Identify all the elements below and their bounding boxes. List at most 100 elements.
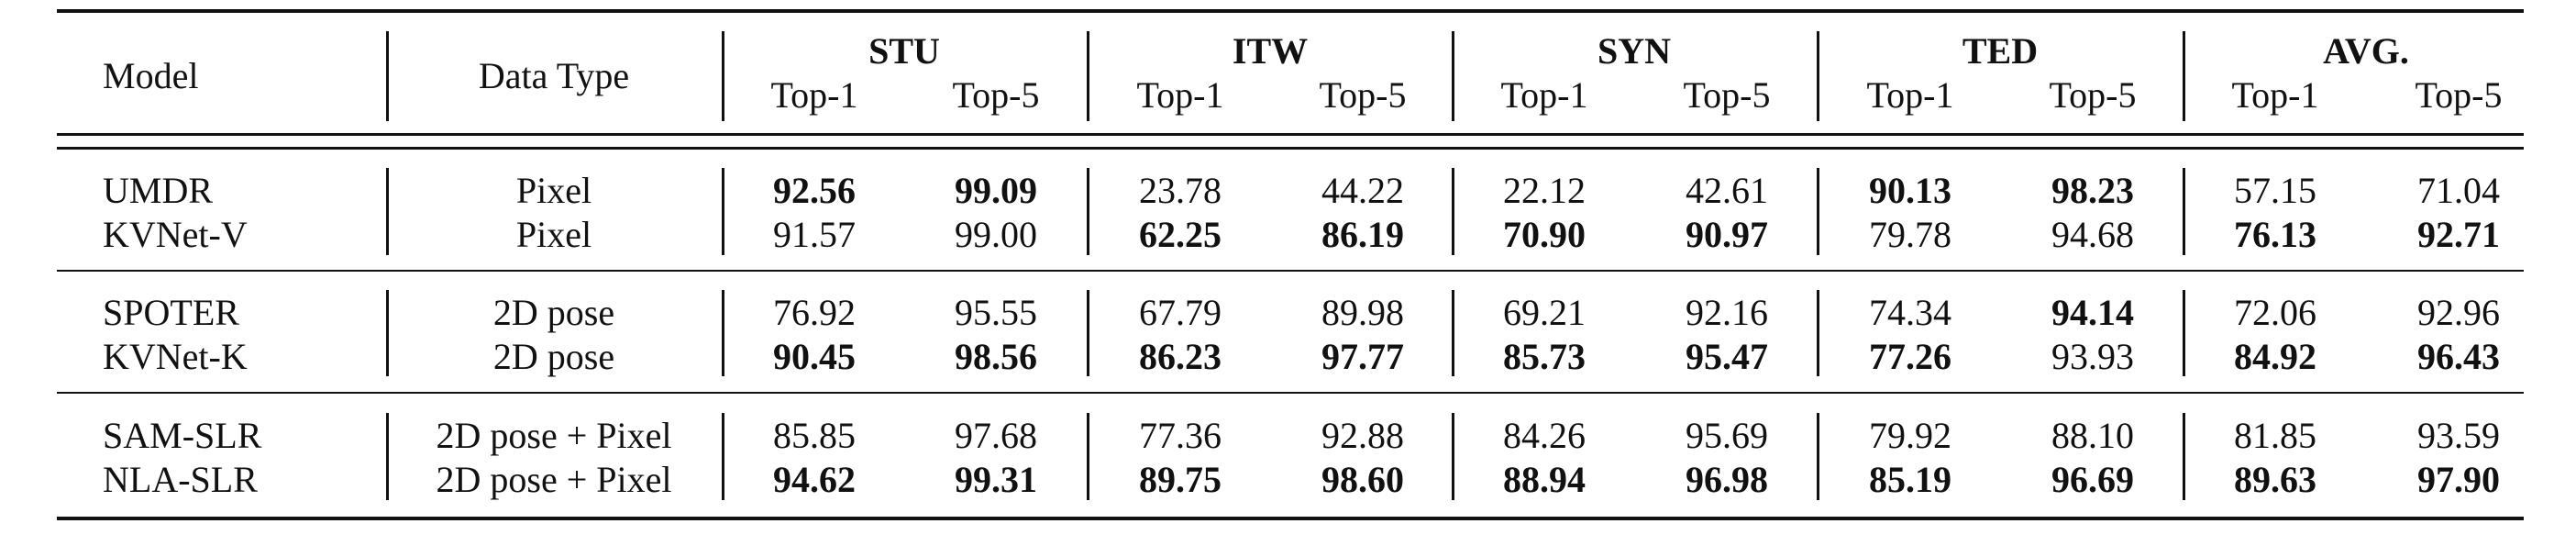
column-divider (386, 290, 389, 376)
score-cell: 76.13 (2234, 214, 2316, 255)
score-cell: 96.43 (2417, 336, 2500, 377)
score-cell: 90.45 (773, 336, 856, 377)
score-cell: 57.15 (2234, 170, 2316, 211)
model-name: NLA-SLR (103, 459, 258, 500)
header-group: AVG. (2323, 30, 2409, 72)
column-divider (1817, 168, 1819, 255)
score-cell: 95.47 (1686, 336, 1768, 377)
rule-bottom (57, 517, 2524, 520)
score-cell: 77.36 (1139, 415, 1222, 456)
header-top-5: Top-5 (1319, 74, 1407, 116)
column-divider (1452, 31, 1454, 121)
score-cell: 94.68 (2051, 214, 2134, 255)
score-cell: 74.34 (1869, 292, 1951, 333)
score-cell: 93.93 (2051, 336, 2134, 377)
score-cell: 67.79 (1139, 292, 1222, 333)
header-top-5: Top-5 (952, 74, 1040, 116)
score-cell: 92.16 (1686, 292, 1768, 333)
score-cell: 90.97 (1686, 214, 1768, 255)
rule-header-2 (57, 147, 2524, 150)
score-cell: 71.04 (2417, 170, 2500, 211)
column-divider (1087, 31, 1089, 121)
score-cell: 72.06 (2234, 292, 2316, 333)
column-divider (1087, 168, 1089, 255)
column-divider (722, 413, 724, 500)
score-cell: 84.26 (1503, 415, 1586, 456)
score-cell: 70.90 (1503, 214, 1586, 255)
score-cell: 84.92 (2234, 336, 2316, 377)
data-type: 2D pose (492, 336, 615, 377)
data-type: Pixel (515, 170, 592, 211)
score-cell: 99.00 (955, 214, 1037, 255)
column-divider (386, 31, 389, 121)
column-divider (2183, 290, 2185, 376)
model-name: KVNet-K (103, 336, 248, 377)
score-cell: 95.69 (1686, 415, 1768, 456)
column-divider (386, 168, 389, 255)
score-cell: 96.69 (2051, 459, 2134, 500)
header-top-1: Top-1 (1866, 74, 1954, 116)
column-divider (2183, 168, 2185, 255)
score-cell: 97.68 (955, 415, 1037, 456)
data-type: Pixel (515, 214, 592, 255)
score-cell: 97.90 (2417, 459, 2500, 500)
score-cell: 42.61 (1686, 170, 1768, 211)
score-cell: 98.23 (2051, 170, 2134, 211)
model-name: UMDR (103, 170, 214, 211)
header-top-5: Top-5 (2415, 74, 2503, 116)
header-top-5: Top-5 (1683, 74, 1771, 116)
column-divider (1087, 290, 1089, 376)
score-cell: 92.88 (1321, 415, 1404, 456)
score-cell: 77.26 (1869, 336, 1951, 377)
score-cell: 85.73 (1503, 336, 1586, 377)
score-cell: 23.78 (1139, 170, 1222, 211)
score-cell: 89.75 (1139, 459, 1222, 500)
rule-section-1 (57, 270, 2524, 272)
data-type: 2D pose + Pixel (436, 415, 672, 456)
column-divider (1817, 290, 1819, 376)
rule-header-1 (57, 133, 2524, 136)
header-model: Model (103, 55, 199, 96)
score-cell: 99.09 (955, 170, 1037, 211)
header-top-1: Top-1 (1136, 74, 1224, 116)
score-cell: 95.55 (955, 292, 1037, 333)
column-divider (2183, 31, 2185, 121)
score-cell: 92.56 (773, 170, 856, 211)
score-cell: 22.12 (1503, 170, 1586, 211)
score-cell: 79.92 (1869, 415, 1951, 456)
score-cell: 93.59 (2417, 415, 2500, 456)
score-cell: 69.21 (1503, 292, 1586, 333)
column-divider (1817, 413, 1819, 500)
header-data-type: Data Type (478, 55, 630, 96)
score-cell: 99.31 (955, 459, 1037, 500)
score-cell: 44.22 (1321, 170, 1404, 211)
column-divider (386, 413, 389, 500)
column-divider (722, 168, 724, 255)
score-cell: 81.85 (2234, 415, 2316, 456)
data-type: 2D pose + Pixel (436, 459, 672, 500)
score-cell: 88.10 (2051, 415, 2134, 456)
score-cell: 92.71 (2417, 214, 2500, 255)
score-cell: 85.19 (1869, 459, 1951, 500)
score-cell: 98.56 (955, 336, 1037, 377)
header-top-5: Top-5 (2049, 74, 2137, 116)
score-cell: 85.85 (773, 415, 856, 456)
score-cell: 94.62 (773, 459, 856, 500)
column-divider (2183, 413, 2185, 500)
column-divider (722, 31, 724, 121)
model-name: SPOTER (103, 292, 239, 333)
column-divider (1087, 413, 1089, 500)
score-cell: 79.78 (1869, 214, 1951, 255)
score-cell: 62.25 (1139, 214, 1222, 255)
model-name: KVNet-V (103, 214, 248, 255)
column-divider (1817, 31, 1819, 121)
data-type: 2D pose (492, 292, 615, 333)
model-name: SAM-SLR (103, 415, 262, 456)
column-divider (1452, 290, 1454, 376)
score-cell: 86.23 (1139, 336, 1222, 377)
column-divider (1452, 168, 1454, 255)
score-cell: 91.57 (773, 214, 856, 255)
header-group: TED (1962, 30, 2039, 72)
score-cell: 94.14 (2051, 292, 2134, 333)
